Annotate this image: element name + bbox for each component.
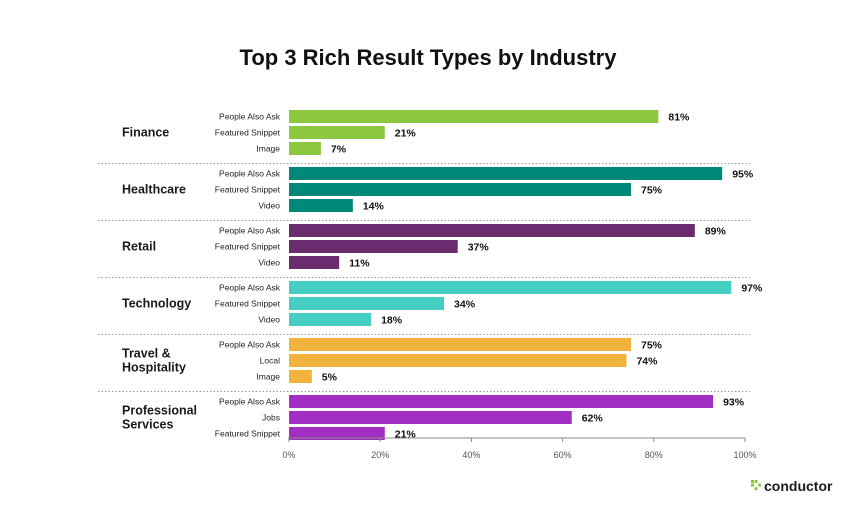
bar [289, 183, 631, 196]
bar-group: Finance People Also Ask 81% Featured Snippe… [122, 110, 690, 156]
bar [289, 297, 445, 310]
bar [289, 427, 385, 440]
brand-logo: conductor [751, 478, 833, 494]
bar-group: Retail People Also Ask 89% Featured Snippet… [122, 224, 727, 270]
category-label: Featured Snippet [215, 242, 281, 252]
category-label: Featured Snippet [215, 128, 281, 138]
bar [289, 395, 714, 408]
x-tick-label: 60% [554, 450, 572, 460]
bar-group: Technology People Also Ask 97% Featured Sni… [122, 281, 763, 327]
category-label: Featured Snippet [215, 429, 281, 439]
value-label: 89% [705, 226, 727, 238]
value-label: 14% [363, 201, 385, 213]
group-label: Retail [122, 240, 156, 254]
bar [289, 224, 695, 237]
value-label: 21% [395, 128, 417, 140]
plot-area: Finance People Also Ask 81% Featured Snippe… [98, 110, 763, 460]
logo-mark-icon [751, 480, 762, 491]
bar [289, 370, 312, 383]
value-label: 11% [349, 258, 370, 270]
category-label: Jobs [262, 413, 280, 423]
bar [289, 167, 723, 180]
value-label: 74% [636, 356, 658, 368]
group-label: Travel & [122, 347, 171, 361]
category-label: Video [258, 201, 280, 211]
category-label: Featured Snippet [215, 185, 281, 195]
bar [289, 411, 572, 424]
category-label: People Also Ask [219, 112, 281, 122]
category-label: People Also Ask [219, 226, 281, 236]
value-label: 37% [468, 242, 490, 254]
value-label: 75% [641, 340, 663, 352]
bar [289, 110, 659, 123]
logo-square [754, 487, 758, 491]
bar [289, 354, 627, 367]
category-label: Video [258, 258, 280, 268]
bar [289, 313, 372, 326]
category-label: People Also Ask [219, 169, 281, 179]
value-label: 95% [732, 169, 754, 181]
value-label: 62% [582, 413, 604, 425]
group-label: Hospitality [122, 361, 186, 375]
category-label: Featured Snippet [215, 299, 281, 309]
category-label: Image [256, 372, 280, 382]
x-tick-label: 20% [371, 450, 389, 460]
bar [289, 256, 340, 269]
bar [289, 142, 321, 155]
logo-square [758, 483, 762, 487]
value-label: 7% [331, 144, 347, 156]
value-label: 75% [641, 185, 663, 197]
category-label: People Also Ask [219, 340, 281, 350]
value-label: 93% [723, 397, 745, 409]
group-label: Professional [122, 404, 197, 418]
category-label: Image [256, 144, 280, 154]
logo-text: conductor [764, 478, 833, 494]
value-label: 97% [741, 283, 763, 295]
logo-square [751, 480, 754, 483]
chart-title: Top 3 Rich Result Types by Industry [240, 45, 618, 70]
category-label: Video [258, 315, 280, 325]
bar [289, 281, 732, 294]
value-label: 34% [454, 299, 476, 311]
value-label: 5% [322, 372, 338, 384]
category-label: Local [260, 356, 280, 366]
group-label: Finance [122, 126, 169, 140]
value-label: 81% [668, 112, 690, 124]
bar [289, 126, 385, 139]
group-label: Healthcare [122, 183, 186, 197]
x-tick-label: 0% [282, 450, 295, 460]
bar-group: Healthcare People Also Ask 95% Featured Sni… [122, 167, 754, 213]
x-tick-label: 80% [645, 450, 663, 460]
category-label: People Also Ask [219, 283, 281, 293]
x-tick-label: 40% [462, 450, 480, 460]
value-label: 21% [395, 429, 417, 441]
bar-group: Travel &Hospitality People Also Ask 75% Loc… [122, 338, 663, 384]
bar [289, 338, 631, 351]
group-label: Services [122, 418, 173, 432]
bar [289, 199, 353, 212]
logo-square [754, 480, 758, 483]
logo-square [751, 483, 754, 487]
x-tick-label: 100% [733, 450, 756, 460]
group-label: Technology [122, 297, 191, 311]
category-label: People Also Ask [219, 397, 281, 407]
value-label: 18% [381, 315, 403, 327]
bar [289, 240, 458, 253]
